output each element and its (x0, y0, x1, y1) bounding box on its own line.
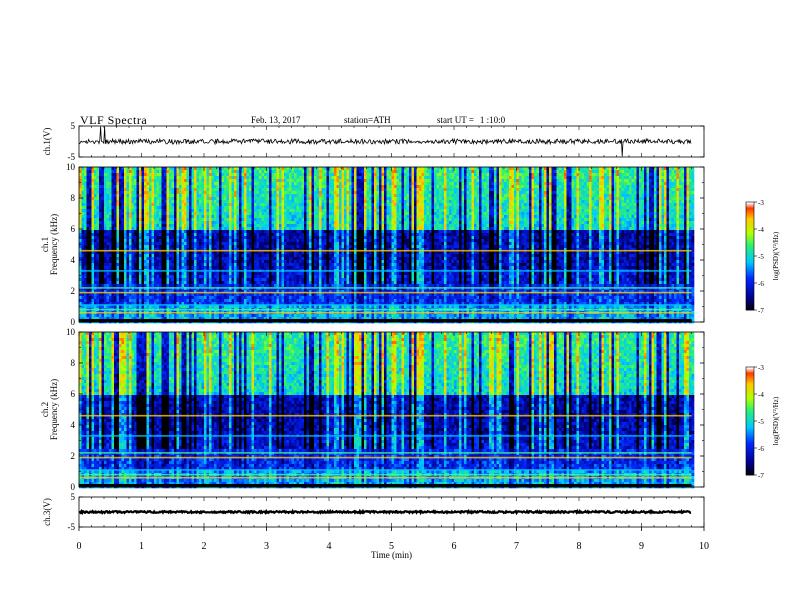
ch1-spectrogram-cbar-tick-0: -3 (758, 199, 764, 207)
ch2-spectrogram-ytick-5: 10 (66, 327, 76, 337)
x-tick-6: 6 (452, 541, 457, 552)
x-tick-2: 2 (202, 541, 207, 552)
ch1-spectrogram-cbar-label: log(PSD)(V²/Hz) (772, 231, 780, 280)
ch1-spectrogram-ytick-3: 6 (71, 224, 76, 234)
ch1-spectrogram-ytick-4: 8 (71, 193, 76, 203)
ch1-spectrogram-ytick-2: 4 (71, 255, 76, 265)
ch2-spectrogram-ytick-1: 2 (71, 451, 76, 461)
ch2-spectrogram-panel (79, 332, 694, 488)
vlf-figure: 5-5ch.1(V)0246810ch.1 Frequency (kHz)-3-4… (0, 0, 792, 612)
ch1-spectrogram-cbar-tick-1: -4 (758, 226, 764, 234)
ch1-spectrogram-ytick-5: 10 (66, 162, 76, 172)
ch2-spectrogram-ytick-4: 8 (71, 358, 76, 368)
x-tick-7: 7 (514, 541, 519, 552)
x-tick-4: 4 (327, 541, 332, 552)
x-tick-9: 9 (639, 541, 644, 552)
ch1-spectrogram-ylabel: Frequency (kHz) (49, 214, 59, 275)
ch1-spectrogram-cbar-tick-3: -6 (758, 280, 764, 288)
ch1-spectrogram-ytick-1: 2 (71, 286, 76, 296)
ch1-waveform-trace (79, 127, 691, 157)
ch2-spectrogram-colorbar (746, 367, 754, 475)
ch2-spectrogram-cbar-tick-1: -4 (758, 391, 764, 399)
x-tick-3: 3 (264, 541, 269, 552)
x-tick-0: 0 (77, 541, 82, 552)
ch1-spectrogram-cbar-tick-4: -7 (758, 307, 764, 315)
ch1-spectrogram-panel (79, 167, 694, 323)
ch3-waveform-ytick-0: 5 (71, 492, 76, 502)
ch1-spectrogram-colorbar (746, 202, 754, 310)
ch2-spectrogram-cbar-tick-4: -7 (758, 472, 764, 480)
panels-layer (79, 127, 754, 513)
x-tick-1: 1 (139, 541, 144, 552)
ch1-waveform-panel (79, 127, 691, 157)
ch2-spectrogram-ylabel: Frequency (kHz) (49, 379, 59, 440)
ch2-spectrogram-ytick-0: 0 (71, 482, 76, 492)
ch3-waveform-ytick-1: -5 (68, 522, 76, 532)
ch1-spectrogram-ytick-0: 0 (71, 317, 76, 327)
ch2-spectrogram-cbar-tick-0: -3 (758, 364, 764, 372)
ch1-spectrogram-cbar-tick-2: -5 (758, 253, 764, 261)
x-axis-label: Time (min) (371, 550, 412, 560)
ch3-waveform-trace (79, 511, 691, 513)
ch2-spectrogram-cbar-label: log(PSD)(V²/Hz) (772, 396, 780, 445)
ch1-waveform-ytick-1: -5 (68, 152, 76, 162)
ch2-spectrogram-cbar-tick-3: -6 (758, 445, 764, 453)
ch1-waveform-ytick-0: 5 (71, 121, 76, 131)
ch3-waveform-panel (79, 511, 691, 513)
ch2-spectrogram-ytick-3: 6 (71, 389, 76, 399)
ch2-spectrogram-ytick-2: 4 (71, 420, 76, 430)
x-tick-10: 10 (699, 541, 709, 552)
ch2-spectrogram-cbar-tick-2: -5 (758, 418, 764, 426)
x-tick-8: 8 (577, 541, 582, 552)
ch3-waveform-ylabel: ch.3(V) (42, 498, 52, 526)
ch1-waveform-ylabel: ch.1(V) (42, 128, 52, 156)
